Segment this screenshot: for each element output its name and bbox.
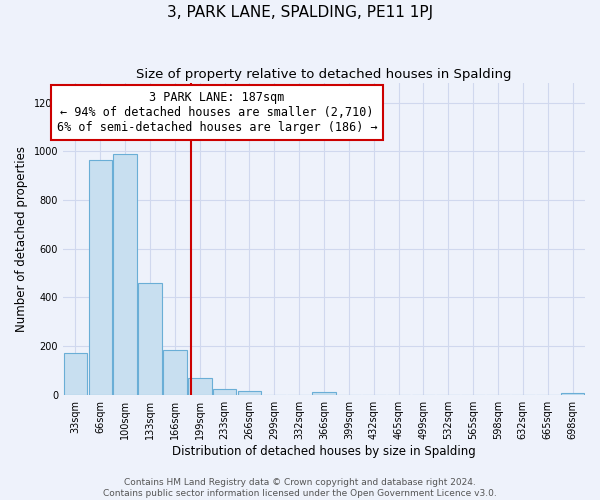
Bar	[113, 154, 137, 394]
Text: 3 PARK LANE: 187sqm
← 94% of detached houses are smaller (2,710)
6% of semi-deta: 3 PARK LANE: 187sqm ← 94% of detached ho…	[57, 91, 377, 134]
Bar	[163, 350, 187, 395]
Bar	[138, 282, 162, 395]
Bar	[238, 391, 261, 394]
Y-axis label: Number of detached properties: Number of detached properties	[15, 146, 28, 332]
X-axis label: Distribution of detached houses by size in Spalding: Distribution of detached houses by size …	[172, 444, 476, 458]
Bar	[213, 388, 236, 394]
Bar	[188, 378, 212, 394]
Title: Size of property relative to detached houses in Spalding: Size of property relative to detached ho…	[136, 68, 512, 80]
Text: 3, PARK LANE, SPALDING, PE11 1PJ: 3, PARK LANE, SPALDING, PE11 1PJ	[167, 5, 433, 20]
Bar	[89, 160, 112, 394]
Bar	[64, 354, 87, 395]
Bar	[312, 392, 336, 394]
Text: Contains HM Land Registry data © Crown copyright and database right 2024.
Contai: Contains HM Land Registry data © Crown c…	[103, 478, 497, 498]
